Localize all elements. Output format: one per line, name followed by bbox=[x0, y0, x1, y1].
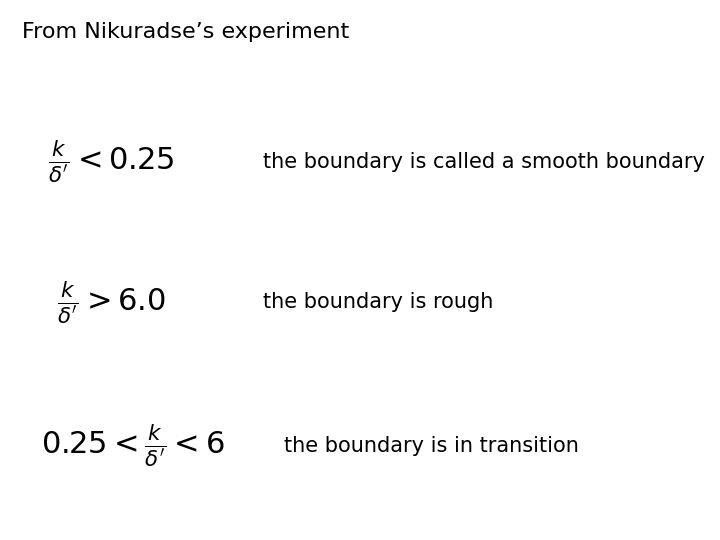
Text: $\frac{k}{\delta'} < 0.25$: $\frac{k}{\delta'} < 0.25$ bbox=[48, 139, 175, 185]
Text: $\frac{k}{\delta'} > 6.0$: $\frac{k}{\delta'} > 6.0$ bbox=[57, 279, 166, 326]
Text: From Nikuradse’s experiment: From Nikuradse’s experiment bbox=[22, 22, 349, 42]
Text: the boundary is called a smooth boundary: the boundary is called a smooth boundary bbox=[263, 152, 705, 172]
Text: $0.25 < \frac{k}{\delta'} < 6$: $0.25 < \frac{k}{\delta'} < 6$ bbox=[41, 422, 225, 469]
Text: the boundary is in transition: the boundary is in transition bbox=[284, 435, 580, 456]
Text: the boundary is rough: the boundary is rough bbox=[263, 292, 493, 313]
